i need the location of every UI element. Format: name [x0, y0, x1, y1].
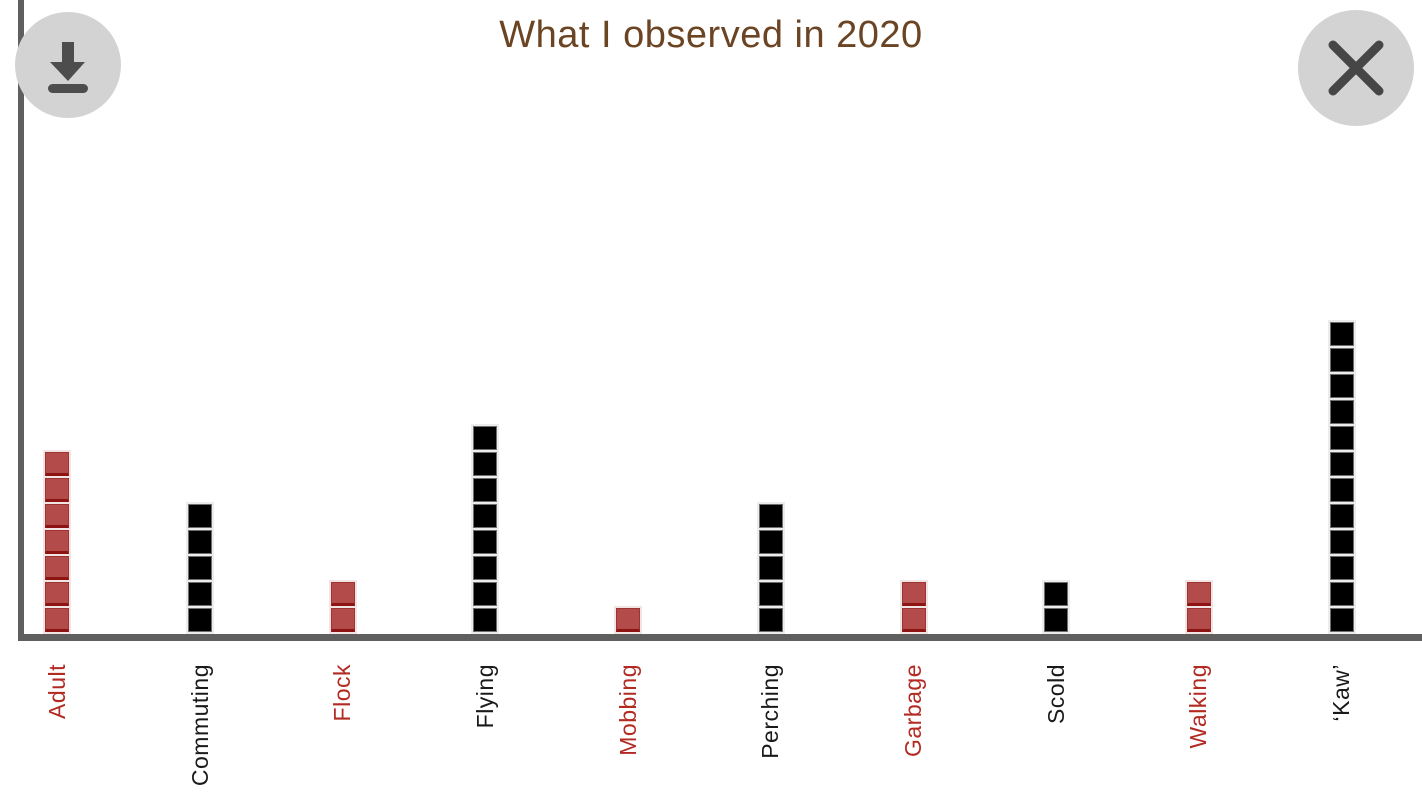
category-label: Flock: [329, 664, 356, 722]
unit-square: [1186, 608, 1211, 632]
chart-title: What I observed in 2020: [499, 14, 923, 56]
bar-column: [1186, 582, 1211, 632]
category-label: Flying: [471, 664, 498, 729]
label-cell: Commuting: [187, 664, 214, 800]
unit-square: [45, 478, 70, 502]
download-icon: [37, 34, 99, 96]
unit-square: [1329, 582, 1354, 606]
unit-square: [473, 452, 498, 476]
close-icon: [1325, 37, 1387, 99]
unit-square: [45, 582, 70, 606]
unit-square: [1329, 322, 1354, 346]
unit-square: [616, 608, 641, 632]
unit-square: [473, 504, 498, 528]
bar-column: [45, 452, 70, 632]
unit-square: [188, 530, 213, 554]
unit-square: [45, 556, 70, 580]
category-label: ‘Kaw’: [1328, 664, 1355, 722]
unit-square: [45, 608, 70, 632]
unit-square: [758, 582, 783, 606]
y-axis-line: [18, 0, 24, 641]
bar-column: [1329, 322, 1354, 632]
label-cell: Perching: [757, 664, 784, 800]
category-label: Scold: [1042, 664, 1069, 725]
category-label: Mobbing: [614, 664, 641, 756]
unit-square: [1329, 504, 1354, 528]
bars-row: [45, 322, 1354, 632]
category-label: Walking: [1185, 664, 1212, 749]
label-cell: Adult: [44, 664, 71, 800]
unit-square: [758, 530, 783, 554]
unit-square: [1329, 452, 1354, 476]
label-cell: Mobbing: [615, 664, 642, 800]
label-cell: Flock: [329, 664, 356, 800]
category-label: Adult: [43, 664, 70, 719]
unit-square: [1044, 582, 1069, 606]
unit-square: [1329, 530, 1354, 554]
unit-square: [45, 530, 70, 554]
unit-square: [330, 608, 355, 632]
unit-square: [758, 608, 783, 632]
bar-column: [616, 608, 641, 632]
unit-square: [758, 556, 783, 580]
bar-column: [901, 582, 926, 632]
unit-square: [758, 504, 783, 528]
unit-square: [1329, 478, 1354, 502]
unit-square: [1329, 556, 1354, 580]
unit-square: [1329, 374, 1354, 398]
category-label: Perching: [757, 664, 784, 759]
labels-row: Adult Commuting Flock Flying Mobbing Perching…: [0, 664, 1413, 800]
category-label: Commuting: [186, 664, 213, 787]
unit-square: [1329, 608, 1354, 632]
unit-square: [45, 452, 70, 476]
unit-square: [1186, 582, 1211, 606]
unit-square: [473, 608, 498, 632]
unit-square: [901, 582, 926, 606]
unit-square: [473, 582, 498, 606]
bar-column: [758, 504, 783, 632]
unit-square: [1329, 400, 1354, 424]
unit-square: [473, 556, 498, 580]
unit-square: [1329, 426, 1354, 450]
unit-square: [188, 582, 213, 606]
unit-square: [473, 426, 498, 450]
unit-square: [473, 478, 498, 502]
unit-square: [901, 608, 926, 632]
label-cell: Flying: [472, 664, 499, 800]
unit-square: [45, 504, 70, 528]
unit-square: [330, 582, 355, 606]
unit-square: [188, 608, 213, 632]
bar-column: [188, 504, 213, 632]
bar-column: [330, 582, 355, 632]
category-label: Garbage: [900, 664, 927, 758]
label-cell: ‘Kaw’: [1328, 664, 1355, 800]
x-axis-line: [18, 634, 1422, 641]
unit-square: [188, 556, 213, 580]
close-button[interactable]: [1298, 10, 1414, 126]
label-cell: Scold: [1043, 664, 1070, 800]
label-cell: Walking: [1185, 664, 1212, 800]
download-button[interactable]: [15, 12, 121, 118]
unit-square: [188, 504, 213, 528]
bar-column: [473, 426, 498, 632]
label-cell: Garbage: [900, 664, 927, 800]
unit-square: [473, 530, 498, 554]
unit-square: [1044, 608, 1069, 632]
unit-square: [1329, 348, 1354, 372]
bar-column: [1044, 582, 1069, 632]
